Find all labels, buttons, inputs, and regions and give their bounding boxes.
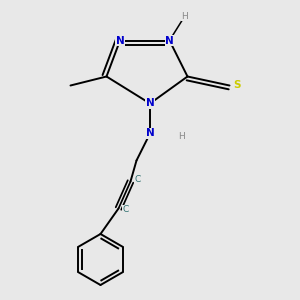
Text: N: N (116, 35, 124, 46)
Text: C: C (135, 176, 141, 184)
Text: H: H (178, 132, 185, 141)
Text: N: N (146, 98, 154, 109)
Text: N: N (146, 128, 154, 139)
Text: S: S (233, 80, 241, 91)
Text: C: C (123, 206, 129, 214)
Text: N: N (165, 35, 174, 46)
Text: H: H (181, 12, 188, 21)
